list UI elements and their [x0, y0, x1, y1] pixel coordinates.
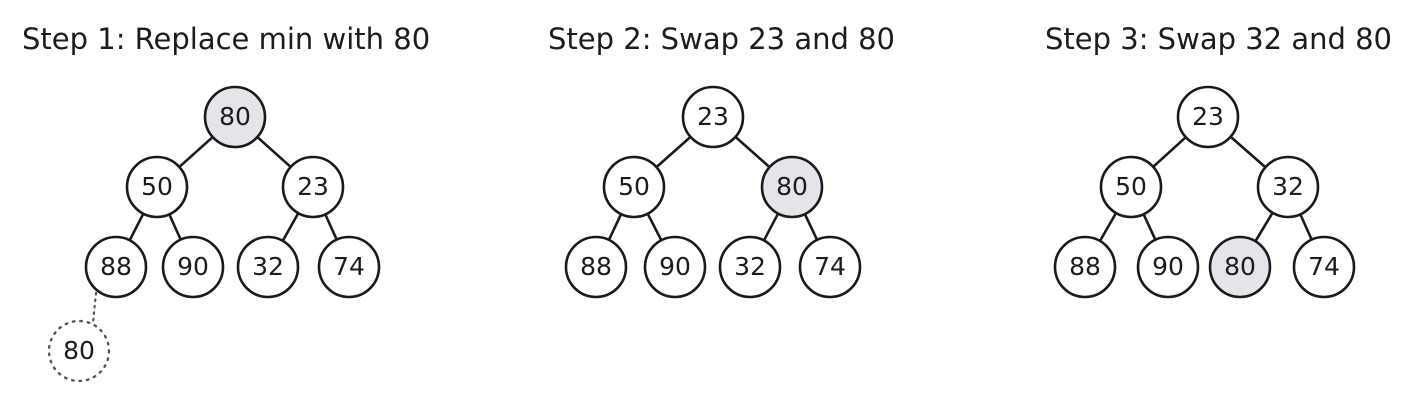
node-circle: [281, 155, 345, 219]
node-circle: [602, 155, 666, 219]
node-value: 88: [100, 252, 132, 281]
step-1-title: Step 1: Replace min with 80: [22, 22, 431, 56]
ghost-edge: [91, 291, 98, 325]
tree-edge: [324, 213, 338, 241]
tree-edge: [655, 135, 692, 169]
node-circle: [317, 235, 381, 299]
heap-node: 50: [602, 155, 666, 219]
tree-edge: [1152, 136, 1187, 168]
step-3-title: Step 3: Swap 32 and 80: [1045, 22, 1393, 56]
tree-edge: [803, 213, 819, 241]
tree-edge: [1229, 135, 1267, 169]
node-circle: [1053, 235, 1117, 299]
node-value: 74: [1308, 252, 1340, 281]
node-value: 90: [177, 252, 209, 281]
tree-edge: [168, 213, 182, 241]
node-circle: [236, 235, 300, 299]
node-value: 23: [297, 172, 329, 201]
heap-node: 74: [798, 235, 862, 299]
node-circle: [718, 235, 782, 299]
tree-edge: [1254, 212, 1274, 242]
heap-node: 88: [564, 235, 628, 299]
node-value: 80: [776, 172, 808, 201]
heap-node: 32: [718, 235, 782, 299]
tree-edge: [178, 136, 214, 168]
node-value: 74: [333, 252, 365, 281]
node-value: 50: [1115, 172, 1147, 201]
heap-node: 88: [84, 235, 148, 299]
node-circle: [1099, 155, 1163, 219]
node-value: 50: [618, 172, 650, 201]
heap-node: 32: [236, 235, 300, 299]
heap-node: 32: [1256, 155, 1320, 219]
highlighted-heap-node: 80: [760, 155, 824, 219]
tree-edge: [128, 213, 145, 241]
step-2-title: Step 2: Swap 23 and 80: [548, 22, 896, 56]
tree-edge: [646, 213, 663, 241]
node-circle: [1292, 235, 1356, 299]
highlighted-heap-node: 80: [1208, 235, 1272, 299]
tree-edge: [762, 212, 780, 242]
heap-node: 90: [1136, 235, 1200, 299]
highlighted-heap-node: 80: [203, 85, 267, 149]
tree-edge: [734, 135, 771, 169]
node-circle: [1176, 85, 1240, 149]
node-value: 32: [252, 252, 284, 281]
heap-node: 74: [1292, 235, 1356, 299]
node-value: 74: [814, 252, 846, 281]
removed-node-value: 80: [63, 336, 95, 365]
heap-node: 50: [125, 155, 189, 219]
node-circle: [1208, 235, 1272, 299]
node-circle: [681, 85, 745, 149]
node-circle: [84, 235, 148, 299]
heap-node: 74: [317, 235, 381, 299]
node-value: 32: [734, 252, 766, 281]
removed-node: 80: [47, 319, 111, 383]
heap-tree-step-1: 80 50 23 88 90 32 74 80: [47, 85, 381, 383]
node-circle: [1256, 155, 1320, 219]
node-value: 80: [219, 102, 251, 131]
heap-node: 50: [1099, 155, 1163, 219]
node-circle: [125, 155, 189, 219]
tree-edge: [607, 213, 623, 241]
node-circle: [1136, 235, 1200, 299]
tree-edge: [1142, 213, 1157, 241]
heap-node: 23: [281, 155, 345, 219]
heap-node: 23: [1176, 85, 1240, 149]
heap-node: 88: [1053, 235, 1117, 299]
node-value: 23: [697, 102, 729, 131]
heap-tree-step-3: 23 50 32 88 90 80 74: [1053, 85, 1356, 299]
tree-edge: [1098, 212, 1118, 242]
node-circle: [643, 235, 707, 299]
node-value: 32: [1272, 172, 1304, 201]
tree-edge: [1299, 213, 1313, 241]
heap-node: 23: [681, 85, 745, 149]
tree-edge: [256, 136, 292, 168]
dotted-circle: [47, 319, 111, 383]
node-value: 88: [1069, 252, 1101, 281]
node-circle: [161, 235, 225, 299]
node-value: 90: [659, 252, 691, 281]
heap-node: 90: [161, 235, 225, 299]
heap-node: 90: [643, 235, 707, 299]
node-circle: [203, 85, 267, 149]
node-value: 80: [1224, 252, 1256, 281]
node-value: 88: [580, 252, 612, 281]
node-circle: [798, 235, 862, 299]
node-value: 90: [1152, 252, 1184, 281]
node-circle: [760, 155, 824, 219]
node-value: 50: [141, 172, 173, 201]
node-value: 23: [1192, 102, 1224, 131]
heap-tree-step-2: 23 50 80 88 90 32 74: [564, 85, 862, 299]
tree-edge: [281, 212, 300, 242]
node-circle: [564, 235, 628, 299]
